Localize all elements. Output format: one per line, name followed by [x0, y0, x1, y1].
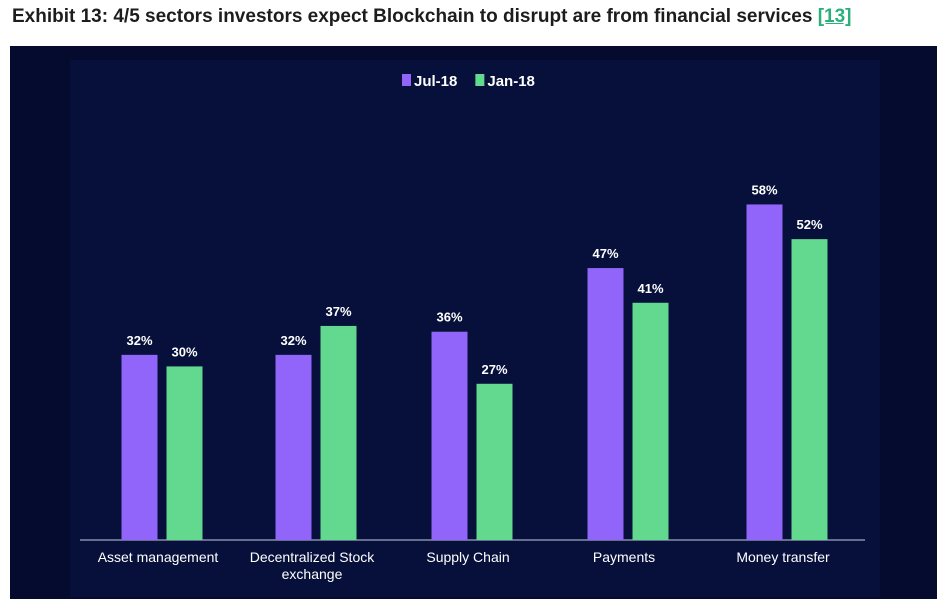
bar-jan-18-3 [632, 302, 669, 540]
value-label-jul-18-3: 47% [592, 246, 618, 261]
value-label-jan-18-4: 52% [796, 217, 822, 232]
category-label-3: Payments [593, 549, 655, 565]
legend-swatch-jul-18 [402, 74, 411, 86]
legend-label-jan-18: Jan-18 [487, 73, 535, 90]
bar-jan-18-1 [320, 325, 357, 540]
category-label-1: Decentralized Stock exchange [250, 549, 376, 582]
category-label-line: Supply Chain [426, 549, 509, 565]
category-label-2: Supply Chain [426, 549, 509, 565]
value-label-jan-18-1: 37% [325, 304, 351, 319]
bar-jan-18-4 [791, 239, 828, 540]
chart-panel [70, 60, 880, 597]
bar-jan-18-2 [476, 383, 513, 540]
category-label-line: Decentralized Stock [250, 549, 376, 565]
category-label-0: Asset management [98, 549, 219, 565]
value-label-jul-18-0: 32% [126, 333, 152, 348]
reference-link[interactable]: [13] [817, 6, 852, 27]
legend-swatch-jan-18 [475, 74, 485, 86]
bar-jul-18-2 [431, 331, 468, 540]
bar-jul-18-1 [275, 354, 312, 540]
value-label-jan-18-0: 30% [171, 344, 197, 359]
exhibit-title: Exhibit 13: 4/5 sectors investors expect… [12, 6, 852, 28]
legend-label-jul-18: Jul-18 [414, 73, 457, 90]
category-label-4: Money transfer [736, 549, 830, 565]
category-label-line: exchange [282, 566, 343, 582]
category-label-line: Asset management [98, 549, 219, 565]
value-label-jan-18-3: 41% [637, 281, 663, 296]
bar-jul-18-3 [587, 268, 624, 540]
exhibit-title-text: Exhibit 13: 4/5 sectors investors expect… [12, 6, 813, 27]
value-label-jan-18-2: 27% [481, 362, 507, 377]
value-label-jul-18-4: 58% [751, 182, 777, 197]
bar-jul-18-0 [121, 354, 158, 540]
value-label-jul-18-2: 36% [436, 310, 462, 325]
category-label-line: Payments [593, 549, 655, 565]
bar-jul-18-4 [746, 204, 783, 540]
bar-jan-18-0 [166, 366, 203, 540]
value-label-jul-18-1: 32% [280, 333, 306, 348]
category-label-line: Money transfer [736, 549, 830, 565]
